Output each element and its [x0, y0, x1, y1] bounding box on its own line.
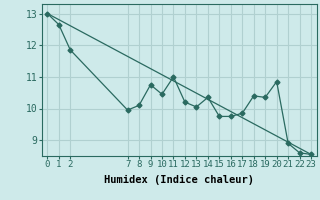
X-axis label: Humidex (Indice chaleur): Humidex (Indice chaleur)	[104, 175, 254, 185]
